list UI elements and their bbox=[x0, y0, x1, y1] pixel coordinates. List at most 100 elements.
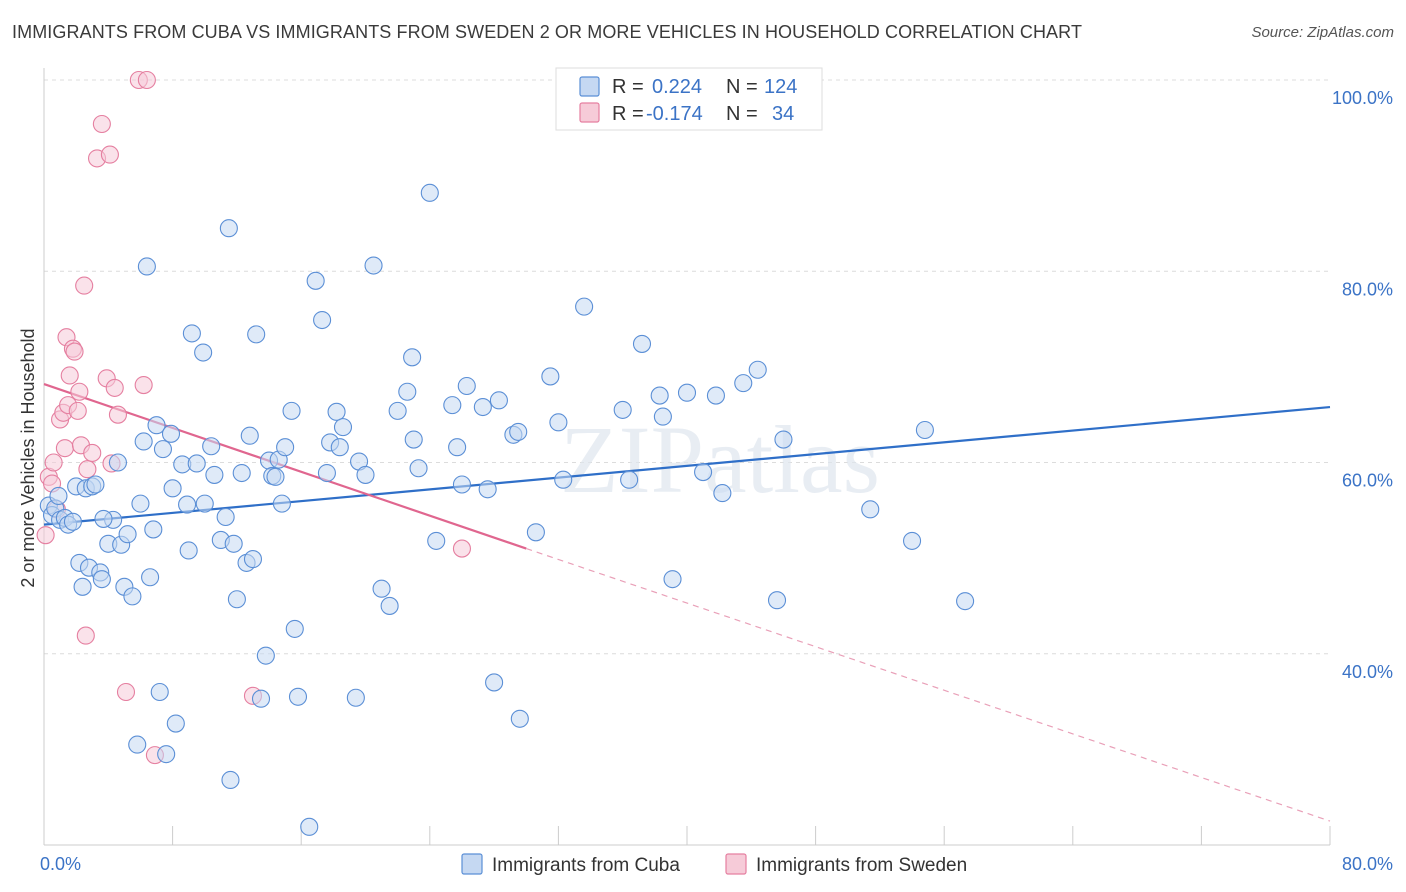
point-cuba bbox=[956, 592, 975, 611]
point-sweden bbox=[134, 375, 153, 395]
point-cuba bbox=[677, 383, 697, 402]
point-cuba bbox=[774, 430, 793, 449]
trend-line-cuba bbox=[43, 405, 1331, 526]
x-tick-label: 0.0% bbox=[40, 854, 81, 874]
point-cuba bbox=[282, 401, 301, 420]
point-cuba bbox=[653, 407, 672, 426]
y-tick-label: 80.0% bbox=[1342, 279, 1393, 299]
y-tick-label: 100.0% bbox=[1332, 88, 1393, 108]
point-sweden bbox=[44, 453, 63, 472]
point-sweden bbox=[452, 539, 472, 558]
tick-labels: 40.0% 60.0% 80.0% 100.0% 0.0% 80.0% bbox=[40, 88, 1393, 874]
point-sweden bbox=[105, 378, 124, 397]
point-cuba bbox=[150, 682, 169, 702]
point-cuba bbox=[427, 531, 446, 550]
legend-n-value-cuba: 124 bbox=[764, 76, 797, 98]
point-cuba bbox=[182, 324, 201, 343]
point-cuba bbox=[330, 438, 349, 457]
legend: R = 0.224 N = 124 R = -0.174 N = 34 bbox=[555, 67, 823, 131]
point-cuba bbox=[161, 424, 181, 443]
point-cuba bbox=[420, 183, 439, 202]
point-cuba bbox=[398, 382, 417, 401]
point-cuba bbox=[554, 470, 573, 489]
point-sweden bbox=[76, 626, 95, 645]
point-cuba bbox=[179, 541, 198, 560]
point-cuba bbox=[409, 459, 428, 478]
legend-swatch-cuba bbox=[579, 76, 600, 97]
point-cuba bbox=[205, 465, 224, 484]
point-sweden bbox=[60, 366, 79, 385]
point-cuba bbox=[650, 386, 669, 405]
legend-n-value-sweden: 34 bbox=[772, 103, 794, 125]
point-cuba bbox=[224, 534, 243, 553]
point-cuba bbox=[306, 271, 325, 290]
axes bbox=[43, 68, 1331, 846]
bottom-legend: Immigrants from Cuba Immigrants from Swe… bbox=[461, 853, 967, 876]
point-cuba bbox=[372, 579, 391, 598]
point-sweden bbox=[78, 460, 97, 479]
point-cuba bbox=[194, 343, 213, 362]
point-cuba bbox=[240, 426, 259, 445]
bottom-legend-label-cuba: Immigrants from Cuba bbox=[492, 855, 680, 876]
point-cuba bbox=[187, 454, 206, 473]
point-sweden bbox=[55, 439, 74, 458]
point-sweden bbox=[108, 405, 127, 424]
point-cuba bbox=[141, 568, 160, 587]
point-sweden bbox=[92, 114, 111, 134]
point-sweden bbox=[100, 145, 119, 164]
point-cuba bbox=[251, 689, 271, 708]
point-cuba bbox=[86, 475, 105, 494]
point-cuba bbox=[767, 591, 787, 610]
point-cuba bbox=[288, 687, 308, 706]
legend-r-value-sweden: -0.174 bbox=[646, 103, 703, 125]
point-cuba bbox=[73, 577, 92, 596]
point-sweden bbox=[116, 682, 136, 702]
point-cuba bbox=[131, 494, 150, 513]
point-cuba bbox=[147, 416, 166, 435]
point-cuba bbox=[509, 422, 528, 441]
bottom-legend-swatch-cuba bbox=[461, 853, 483, 875]
point-sweden bbox=[75, 276, 94, 295]
legend-swatch-sweden bbox=[579, 102, 600, 123]
point-cuba bbox=[247, 325, 266, 344]
point-cuba bbox=[380, 596, 399, 615]
point-cuba bbox=[63, 512, 82, 531]
point-cuba bbox=[452, 475, 472, 494]
point-cuba bbox=[92, 570, 111, 589]
point-cuba bbox=[478, 480, 497, 499]
point-cuba bbox=[134, 432, 153, 451]
point-cuba bbox=[489, 391, 508, 410]
legend-r-value-cuba: 0.224 bbox=[652, 76, 702, 98]
point-sweden bbox=[137, 70, 156, 90]
point-cuba bbox=[356, 465, 375, 484]
point-cuba bbox=[266, 467, 285, 486]
point-sweden bbox=[36, 526, 55, 545]
point-cuba bbox=[317, 463, 336, 483]
point-cuba bbox=[195, 494, 214, 513]
point-cuba bbox=[346, 688, 365, 707]
point-sweden bbox=[70, 382, 89, 401]
bottom-legend-swatch-sweden bbox=[725, 853, 747, 875]
chart-title: IMMIGRANTS FROM CUBA VS IMMIGRANTS FROM … bbox=[12, 22, 1083, 42]
point-cuba bbox=[713, 484, 732, 503]
point-cuba bbox=[256, 646, 275, 665]
point-cuba bbox=[706, 386, 725, 405]
point-cuba bbox=[163, 479, 182, 498]
point-cuba bbox=[694, 463, 713, 482]
point-cuba bbox=[157, 745, 176, 764]
point-cuba bbox=[526, 523, 545, 542]
point-cuba bbox=[734, 374, 753, 393]
point-cuba bbox=[137, 257, 156, 276]
point-cuba bbox=[178, 495, 197, 514]
point-cuba bbox=[327, 402, 346, 421]
point-cuba bbox=[443, 396, 462, 415]
legend-n-label-cuba: N = bbox=[726, 76, 758, 98]
point-cuba bbox=[285, 619, 304, 638]
point-cuba bbox=[166, 714, 185, 733]
point-cuba bbox=[403, 348, 422, 367]
point-cuba bbox=[364, 256, 383, 275]
point-cuba bbox=[216, 507, 235, 527]
point-cuba bbox=[575, 297, 594, 316]
point-cuba bbox=[276, 438, 295, 457]
